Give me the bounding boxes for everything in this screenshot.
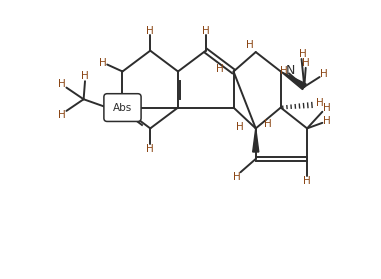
Text: H: H xyxy=(323,116,331,126)
Text: H: H xyxy=(233,172,241,182)
Text: H: H xyxy=(302,58,310,68)
Text: H: H xyxy=(323,103,331,112)
Text: H: H xyxy=(81,71,89,81)
Text: H: H xyxy=(216,64,224,74)
Text: H: H xyxy=(299,49,307,59)
Text: H: H xyxy=(303,175,311,186)
Text: H: H xyxy=(264,119,272,129)
Text: H: H xyxy=(58,79,65,89)
Text: N: N xyxy=(286,64,295,77)
Text: H: H xyxy=(202,26,210,36)
FancyBboxPatch shape xyxy=(104,94,141,121)
Text: H: H xyxy=(58,110,65,119)
Text: H: H xyxy=(99,58,106,68)
Text: H: H xyxy=(236,122,243,132)
Text: Abs: Abs xyxy=(113,103,132,112)
Polygon shape xyxy=(253,128,259,152)
Text: H: H xyxy=(320,69,328,79)
Text: H: H xyxy=(280,66,288,76)
Text: H: H xyxy=(316,98,323,109)
Text: H: H xyxy=(146,26,154,36)
Polygon shape xyxy=(281,71,306,90)
Text: H: H xyxy=(246,40,253,50)
Text: H: H xyxy=(146,144,154,154)
